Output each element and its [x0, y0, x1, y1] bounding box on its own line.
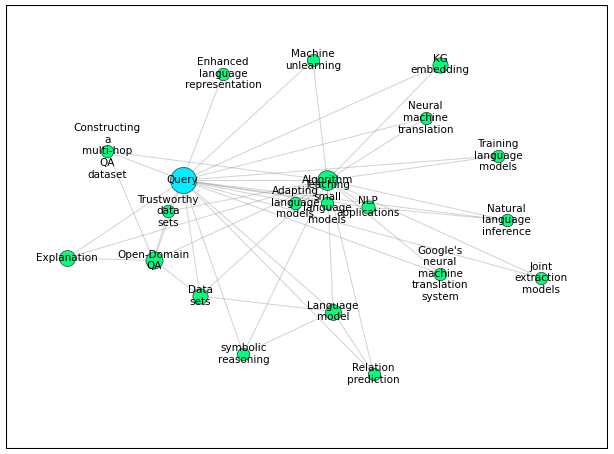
Text: Relation
prediction: Relation prediction [348, 363, 400, 385]
Point [435, 270, 445, 277]
Text: Trustworthy
data
sets: Trustworthy data sets [138, 195, 199, 228]
Point [103, 148, 112, 155]
Text: Teaching
small
language
models: Teaching small language models [303, 180, 352, 225]
Point [435, 61, 445, 68]
Text: NLP
applications: NLP applications [336, 196, 400, 218]
Text: Adapting
language
models: Adapting language models [271, 186, 320, 219]
Point [149, 257, 158, 264]
Point [62, 255, 72, 262]
Point [322, 177, 332, 184]
Text: Enhanced
language
representation: Enhanced language representation [185, 57, 262, 90]
Point [177, 177, 187, 184]
Text: symbolic
reasoning: symbolic reasoning [217, 343, 269, 365]
Text: Explanation: Explanation [36, 253, 98, 263]
Text: Constructing
a
multi-hop
QA
dataset: Constructing a multi-hop QA dataset [74, 123, 141, 180]
Point [218, 70, 228, 77]
Point [195, 292, 205, 300]
Point [290, 199, 300, 206]
Point [363, 203, 373, 211]
Text: Language
model: Language model [308, 301, 359, 322]
Text: Algorithm: Algorithm [301, 175, 353, 185]
Text: Neural
machine
translation: Neural machine translation [397, 101, 454, 134]
Point [328, 308, 338, 315]
Point [421, 114, 430, 122]
Point [368, 370, 378, 377]
Point [502, 217, 511, 224]
Point [238, 350, 248, 357]
Text: KG
embedding: KG embedding [411, 54, 470, 75]
Text: Natural
language
inference: Natural language inference [482, 204, 531, 237]
Point [493, 152, 503, 159]
Text: Open-Domain
QA: Open-Domain QA [118, 250, 190, 271]
Text: Machine
unlearning: Machine unlearning [285, 49, 341, 71]
Point [322, 199, 332, 206]
Text: Query: Query [167, 175, 198, 185]
Point [163, 208, 173, 215]
Point [308, 56, 317, 64]
Point [537, 275, 546, 282]
Text: Data
sets: Data sets [187, 285, 212, 307]
Text: Joint
extraction
models: Joint extraction models [515, 262, 568, 295]
Text: Google's
neural
machine
translation
system: Google's neural machine translation syst… [412, 246, 468, 302]
Text: Training
language
models: Training language models [473, 139, 523, 173]
